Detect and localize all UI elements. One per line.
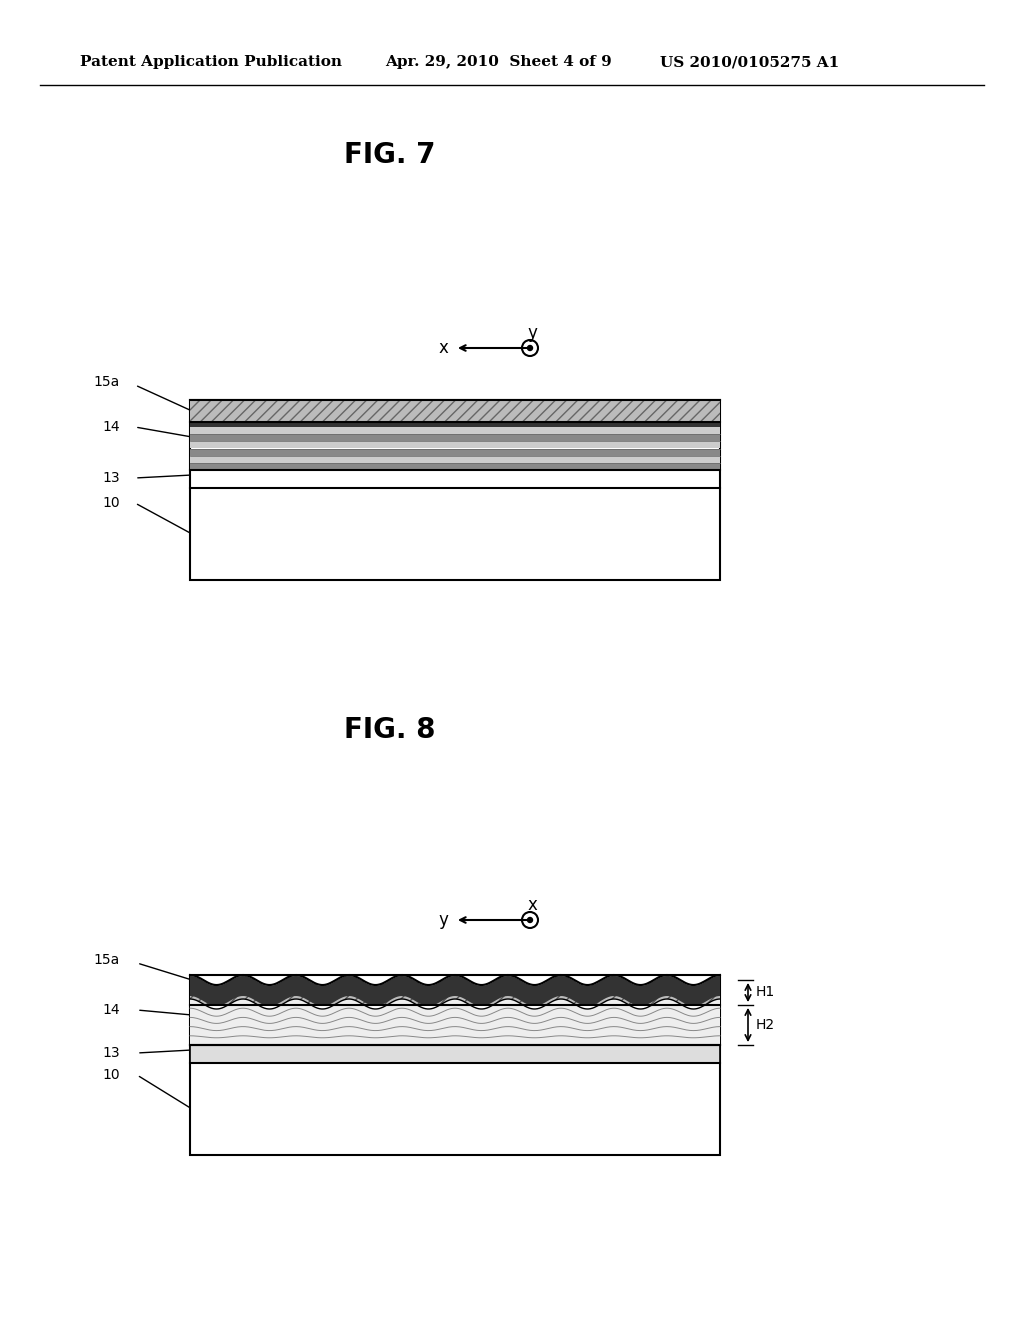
Text: x: x: [527, 896, 537, 913]
Text: 14: 14: [102, 420, 120, 434]
Text: US 2010/0105275 A1: US 2010/0105275 A1: [660, 55, 840, 69]
Text: 15a: 15a: [94, 953, 120, 968]
Text: FIG. 7: FIG. 7: [344, 141, 436, 169]
Bar: [190, 449, 720, 455]
Bar: [190, 400, 720, 422]
Bar: [190, 426, 720, 434]
Bar: [190, 463, 720, 470]
Polygon shape: [190, 999, 720, 1045]
Bar: [190, 434, 720, 441]
Text: H2: H2: [756, 1018, 775, 1032]
Text: H1: H1: [756, 986, 775, 999]
Text: FIG. 8: FIG. 8: [344, 715, 436, 744]
Bar: [190, 441, 720, 449]
Text: 14: 14: [102, 1003, 120, 1016]
Text: 15a: 15a: [94, 375, 120, 389]
Text: y: y: [438, 911, 449, 929]
Bar: [190, 422, 720, 426]
Bar: [190, 975, 720, 1155]
Text: Patent Application Publication: Patent Application Publication: [80, 55, 342, 69]
Text: Apr. 29, 2010  Sheet 4 of 9: Apr. 29, 2010 Sheet 4 of 9: [385, 55, 611, 69]
Bar: [190, 1045, 720, 1063]
Polygon shape: [190, 975, 720, 1006]
Bar: [190, 400, 720, 579]
Text: 13: 13: [102, 471, 120, 484]
Bar: [190, 455, 720, 463]
Text: y: y: [527, 323, 537, 342]
Polygon shape: [190, 975, 720, 1005]
Text: x: x: [438, 339, 449, 356]
Circle shape: [527, 346, 532, 351]
Text: 10: 10: [102, 1068, 120, 1082]
Circle shape: [527, 917, 532, 923]
Text: 13: 13: [102, 1045, 120, 1060]
Text: 10: 10: [102, 496, 120, 510]
